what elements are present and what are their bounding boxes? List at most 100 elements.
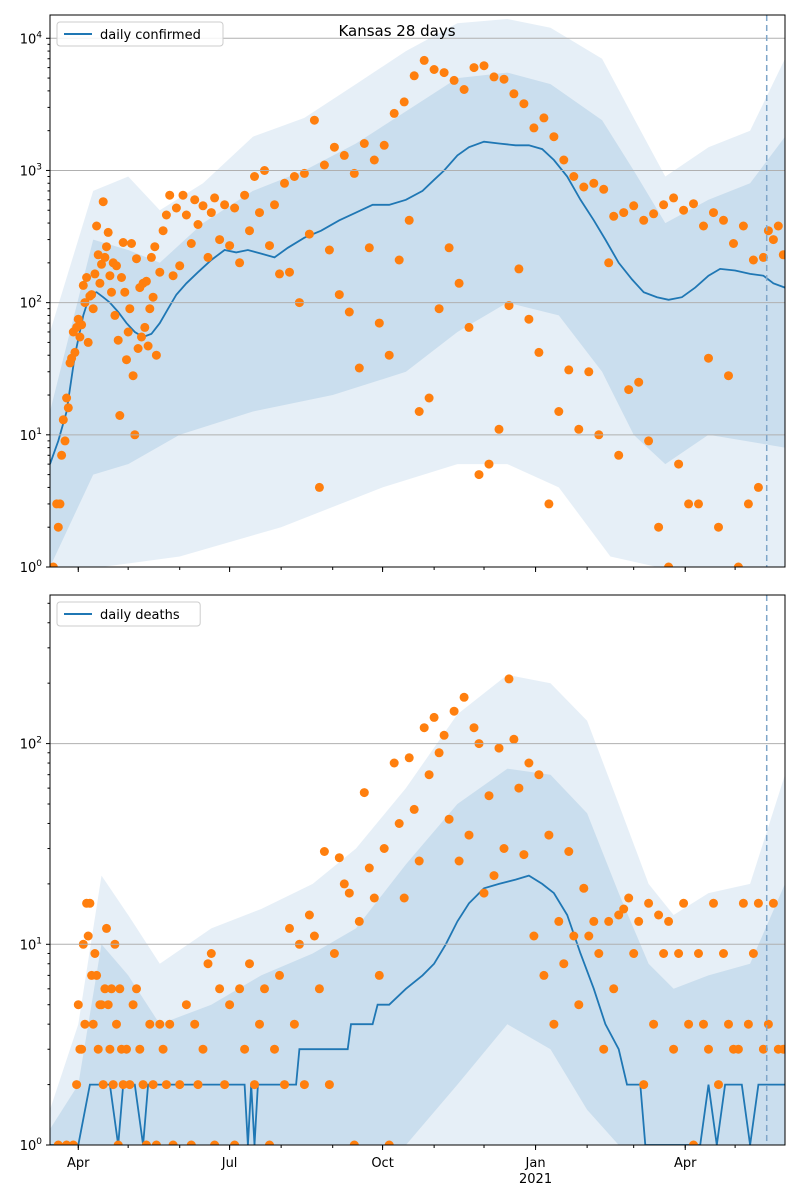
- data-point: [140, 322, 150, 332]
- data-point: [198, 1044, 208, 1054]
- data-point: [175, 261, 185, 271]
- data-point: [225, 1000, 235, 1010]
- data-point: [459, 692, 469, 702]
- data-point: [374, 970, 384, 980]
- data-point: [105, 1044, 115, 1054]
- data-point: [399, 97, 409, 107]
- data-point: [434, 304, 444, 314]
- y-tick-exponent: 2: [36, 736, 42, 746]
- data-point: [92, 221, 102, 231]
- x-tick-sublabel: 2021: [519, 1172, 552, 1187]
- y-tick-exponent: 2: [36, 295, 42, 305]
- data-point: [509, 89, 519, 99]
- data-point: [449, 75, 459, 85]
- data-point: [584, 367, 594, 377]
- data-point: [270, 200, 279, 210]
- data-point: [314, 984, 324, 994]
- data-point: [88, 1019, 98, 1029]
- data-point: [105, 271, 115, 281]
- data-point: [77, 1044, 87, 1054]
- data-point: [158, 226, 168, 236]
- data-point: [280, 178, 289, 188]
- data-point: [289, 1019, 299, 1029]
- data-point: [684, 1019, 694, 1029]
- data-point: [464, 830, 474, 840]
- data-point: [489, 72, 499, 82]
- data-point: [181, 210, 191, 220]
- data-point: [639, 1080, 649, 1090]
- data-point: [689, 1140, 698, 1145]
- data-point: [113, 1140, 123, 1145]
- data-point: [150, 242, 160, 252]
- data-point: [215, 984, 225, 994]
- data-point: [649, 209, 659, 219]
- data-point: [112, 261, 121, 271]
- data-point: [654, 522, 664, 532]
- data-point: [539, 113, 549, 123]
- data-point: [379, 140, 389, 150]
- data-point: [206, 208, 216, 218]
- data-point: [724, 1019, 733, 1029]
- data-point: [122, 1044, 131, 1054]
- data-point: [58, 415, 68, 425]
- data-point: [107, 984, 116, 994]
- data-point: [148, 292, 158, 302]
- y-tick-exponent: 0: [36, 1137, 42, 1147]
- data-point: [679, 205, 689, 215]
- data-point: [113, 335, 123, 345]
- data-point: [609, 211, 619, 221]
- data-point: [763, 226, 773, 236]
- data-point: [210, 1140, 220, 1145]
- data-point: [118, 1080, 128, 1090]
- data-point: [564, 847, 574, 856]
- data-point: [384, 350, 394, 360]
- data-point: [474, 470, 484, 480]
- data-point: [151, 350, 161, 360]
- data-point: [479, 61, 489, 71]
- data-point: [230, 203, 240, 213]
- data-point: [379, 844, 389, 853]
- data-point: [349, 1140, 359, 1145]
- data-point: [97, 1000, 106, 1010]
- data-point: [240, 1044, 250, 1054]
- data-point: [72, 1080, 82, 1090]
- data-point: [171, 203, 181, 213]
- x-tick-label: Apr: [674, 1156, 697, 1171]
- data-point: [102, 242, 111, 252]
- data-point: [359, 139, 369, 148]
- legend-label: daily confirmed: [100, 28, 201, 43]
- data-point: [339, 150, 349, 160]
- plot-area: [50, 19, 785, 567]
- data-point: [161, 210, 171, 220]
- data-point: [519, 850, 529, 860]
- data-point: [694, 499, 703, 509]
- data-point: [778, 250, 785, 260]
- data-point: [768, 235, 778, 245]
- data-point: [107, 287, 116, 297]
- data-point: [87, 290, 97, 300]
- data-point: [614, 450, 624, 460]
- data-point: [260, 984, 269, 994]
- data-point: [220, 200, 230, 210]
- data-point: [145, 1019, 155, 1029]
- data-point: [763, 1019, 773, 1029]
- data-point: [88, 304, 98, 314]
- axes-frame: [49, 14, 786, 568]
- x-tick-label: Jul: [221, 1156, 238, 1171]
- data-point: [90, 949, 100, 958]
- data-point: [78, 280, 88, 290]
- data-point: [175, 1080, 185, 1090]
- data-point: [529, 931, 539, 941]
- data-point: [63, 403, 73, 413]
- y-tick-exponent: 1: [36, 936, 42, 946]
- data-point: [499, 74, 509, 84]
- data-point: [574, 424, 584, 434]
- data-point: [155, 267, 165, 277]
- data-point: [198, 201, 208, 211]
- data-point: [285, 923, 294, 933]
- data-point: [203, 252, 213, 262]
- data-point: [753, 898, 763, 908]
- data-point: [504, 301, 514, 311]
- y-tick-label: 100: [20, 1137, 43, 1154]
- data-point: [280, 1080, 289, 1090]
